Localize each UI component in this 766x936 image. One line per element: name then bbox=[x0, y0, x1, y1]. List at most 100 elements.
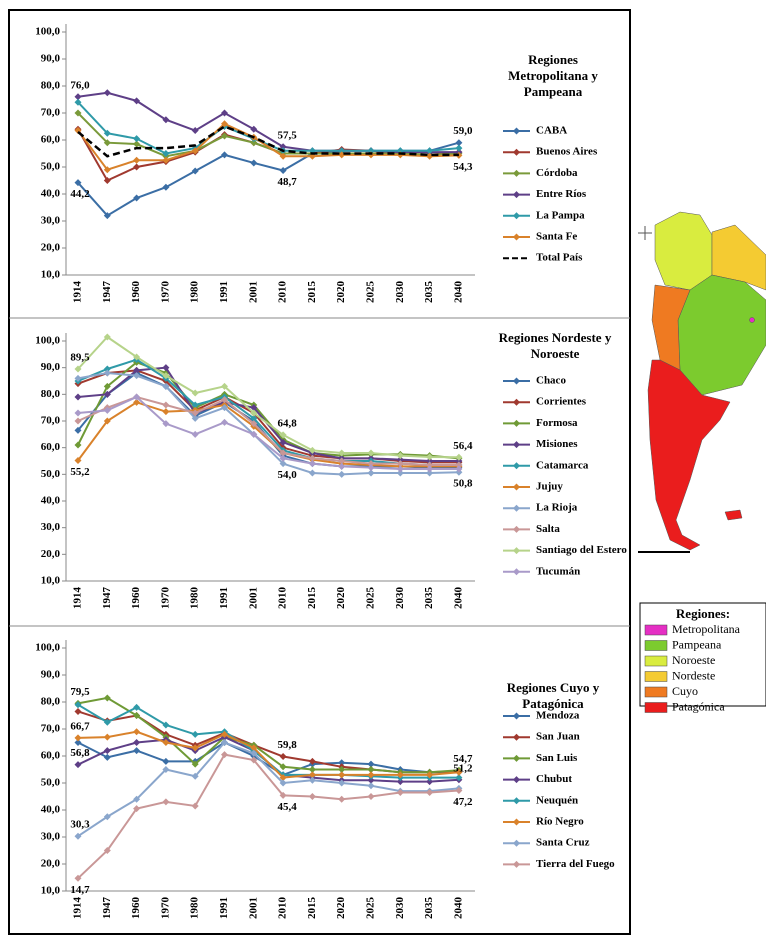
data-label: 54,7 bbox=[453, 753, 473, 765]
point bbox=[221, 751, 228, 759]
point bbox=[74, 365, 82, 373]
y-tick-label: 10,0 bbox=[41, 269, 61, 281]
y-tick-label: 50,0 bbox=[41, 777, 61, 789]
point bbox=[279, 791, 287, 799]
data-label: 56,8 bbox=[70, 747, 90, 759]
point bbox=[367, 776, 375, 784]
legend-marker bbox=[513, 504, 520, 512]
x-tick-label: 2010 bbox=[277, 281, 289, 304]
y-tick-label: 50,0 bbox=[41, 161, 61, 173]
series-line bbox=[77, 125, 459, 158]
point bbox=[426, 147, 434, 155]
legend-marker bbox=[513, 733, 520, 741]
legend-marker bbox=[513, 568, 520, 576]
point bbox=[103, 847, 111, 854]
x-tick-label: 1991 bbox=[218, 897, 230, 919]
x-tick-label: 2010 bbox=[277, 587, 289, 610]
point bbox=[191, 414, 199, 422]
point bbox=[221, 418, 228, 426]
point bbox=[133, 135, 141, 143]
point bbox=[308, 776, 316, 784]
x-tick-label: 2040 bbox=[452, 897, 464, 920]
legend-label: La Rioja bbox=[536, 502, 578, 514]
point bbox=[279, 460, 287, 468]
point bbox=[279, 763, 287, 771]
legend-marker bbox=[513, 148, 520, 156]
point bbox=[396, 788, 404, 796]
x-tick-label: 1991 bbox=[218, 587, 230, 609]
compass bbox=[638, 226, 652, 240]
x-tick-label: 2001 bbox=[247, 587, 259, 609]
point bbox=[221, 404, 228, 412]
x-tick-label: 1914 bbox=[72, 281, 84, 304]
point bbox=[221, 730, 228, 738]
series-line bbox=[77, 753, 459, 880]
legend-label: Río Negro bbox=[536, 816, 584, 828]
y-tick-label: 90,0 bbox=[41, 669, 61, 681]
data-label: 44,2 bbox=[70, 188, 90, 200]
x-tick-label: 1980 bbox=[189, 587, 201, 610]
x-tick-label: 1914 bbox=[72, 897, 84, 920]
data-label: 76,0 bbox=[70, 79, 90, 91]
point bbox=[74, 426, 82, 434]
x-tick-label: 2030 bbox=[394, 897, 406, 920]
point bbox=[191, 167, 199, 175]
point bbox=[74, 707, 82, 715]
point bbox=[455, 457, 463, 465]
x-tick-label: 2001 bbox=[247, 281, 259, 303]
x-tick-label: 2035 bbox=[423, 897, 435, 920]
legend-label: Santiago del Estero bbox=[536, 544, 627, 556]
point bbox=[162, 183, 170, 191]
point bbox=[133, 795, 141, 803]
point bbox=[103, 369, 111, 377]
map-legend-label: Cuyo bbox=[672, 684, 698, 698]
y-tick-label: 80,0 bbox=[41, 388, 61, 400]
point bbox=[426, 771, 434, 779]
legend-label: Formosa bbox=[536, 417, 578, 429]
point bbox=[133, 805, 141, 813]
point bbox=[103, 139, 111, 147]
point bbox=[250, 430, 258, 438]
point bbox=[133, 398, 141, 406]
point bbox=[74, 832, 82, 840]
y-tick-label: 10,0 bbox=[41, 575, 61, 587]
point bbox=[103, 129, 111, 137]
point bbox=[279, 431, 287, 439]
point bbox=[162, 757, 170, 765]
data-label: 59,8 bbox=[277, 739, 297, 751]
point bbox=[74, 739, 82, 746]
point bbox=[279, 454, 287, 462]
map-legend-label: Nordeste bbox=[672, 668, 715, 682]
x-tick-label: 2015 bbox=[306, 897, 318, 920]
point bbox=[367, 771, 375, 779]
point bbox=[338, 771, 346, 779]
point bbox=[338, 470, 346, 478]
map-region bbox=[749, 317, 755, 323]
legend-label: Tucumán bbox=[536, 565, 580, 577]
point bbox=[103, 406, 111, 414]
point bbox=[191, 389, 199, 397]
y-tick-label: 30,0 bbox=[41, 215, 61, 227]
y-tick-label: 10,0 bbox=[41, 885, 61, 897]
y-tick-label: 60,0 bbox=[41, 750, 61, 762]
x-tick-label: 2025 bbox=[365, 587, 377, 610]
x-tick-label: 2015 bbox=[306, 281, 318, 304]
x-tick-label: 1970 bbox=[159, 281, 171, 304]
point bbox=[455, 768, 463, 776]
data-label: 48,7 bbox=[277, 176, 297, 188]
point bbox=[133, 366, 141, 374]
point bbox=[367, 449, 375, 457]
point bbox=[162, 798, 170, 806]
legend-marker bbox=[513, 797, 520, 805]
x-tick-label: 1947 bbox=[101, 587, 113, 610]
point bbox=[74, 761, 82, 769]
point bbox=[191, 147, 199, 155]
legend-marker bbox=[513, 191, 520, 199]
map-region bbox=[654, 211, 713, 291]
frame bbox=[8, 9, 631, 935]
y-tick-label: 30,0 bbox=[41, 831, 61, 843]
series-line bbox=[77, 696, 459, 774]
legend-label: Misiones bbox=[536, 438, 578, 450]
legend-label: CABA bbox=[536, 125, 567, 137]
